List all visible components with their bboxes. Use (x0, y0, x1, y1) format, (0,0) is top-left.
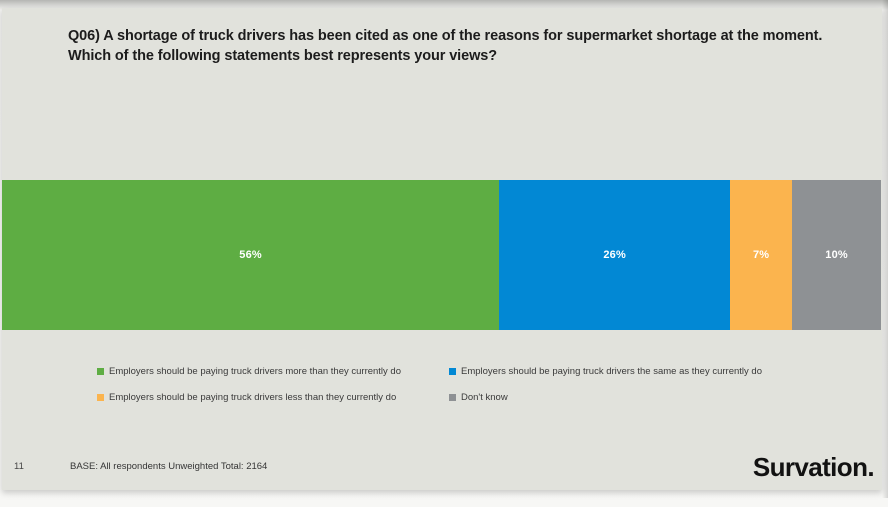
legend-label: Don't know (461, 392, 508, 403)
report-slide: Q06) A shortage of truck drivers has bee… (2, 8, 882, 490)
legend-swatch-icon (97, 394, 104, 401)
legend-label: Employers should be paying truck drivers… (109, 366, 401, 377)
bar-segment-2: 26% (499, 180, 731, 330)
legend-swatch-icon (449, 368, 456, 375)
bar-segment-value-label: 10% (825, 249, 848, 261)
legend-label: Employers should be paying truck drivers… (461, 366, 762, 377)
base-note: BASE: All respondents Unweighted Total: … (70, 461, 268, 472)
legend-item-1: Employers should be paying truck drivers… (97, 366, 449, 377)
bar-segment-value-label: 7% (752, 249, 770, 261)
right-edge-shadow (882, 0, 888, 498)
bar-segment-value-label: 26% (603, 249, 626, 261)
bar-segment-value-label: 56% (239, 249, 262, 261)
survation-logo: Survation. (752, 452, 875, 482)
legend-label: Employers should be paying truck drivers… (109, 392, 397, 403)
bar-segment-1: 56% (2, 180, 500, 330)
legend-item-2: Employers should be paying truck drivers… (449, 366, 762, 377)
legend-item-4: Don't know (449, 392, 762, 403)
question-title: Q06) A shortage of truck drivers has bee… (68, 28, 823, 64)
stacked-bar-chart: 56% 26% 7% 10% (2, 180, 881, 330)
chart-legend: Employers should be paying truck drivers… (97, 366, 762, 403)
legend-swatch-icon (97, 368, 104, 375)
bar-segment-3: 7% (730, 180, 793, 330)
top-edge-shadow (0, 0, 888, 10)
legend-item-3: Employers should be paying truck drivers… (97, 392, 449, 403)
bar-segment-4: 10% (792, 180, 881, 330)
legend-swatch-icon (449, 394, 456, 401)
page-number: 11 (14, 461, 24, 472)
